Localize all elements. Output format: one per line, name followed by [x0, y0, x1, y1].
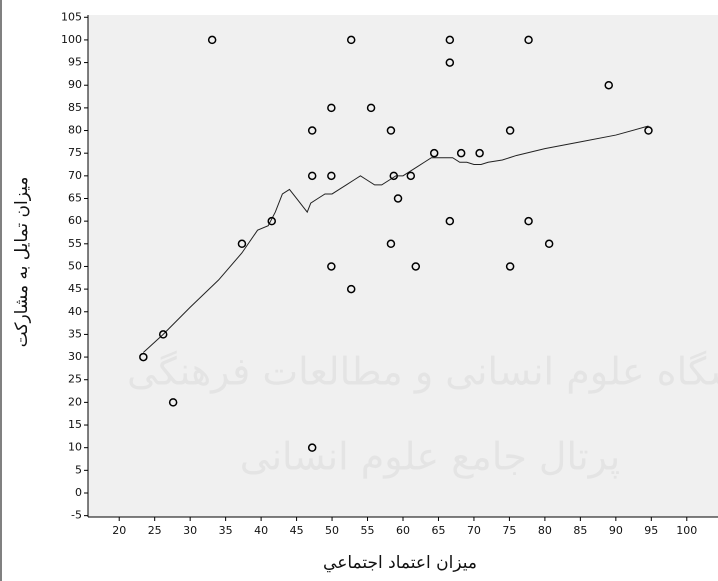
y-tick-label: 35 — [68, 327, 82, 340]
x-tick-label: 70 — [467, 524, 481, 537]
point — [139, 352, 148, 362]
y-tick-label: 5 — [75, 463, 82, 476]
point — [366, 103, 376, 113]
point — [346, 35, 356, 45]
x-tick-label: 65 — [431, 524, 445, 537]
y-tick-label: 20 — [68, 395, 82, 408]
y-tick-label: -5 — [71, 509, 82, 522]
point — [524, 216, 533, 226]
point — [168, 398, 178, 407]
y-tick-label: 10 — [68, 441, 82, 454]
point — [386, 126, 396, 135]
point — [505, 262, 515, 271]
point — [411, 262, 421, 271]
point — [524, 35, 533, 45]
y-tick-label: 75 — [68, 146, 82, 159]
x-tick-label: 45 — [290, 524, 304, 537]
point — [445, 216, 455, 226]
point — [237, 239, 247, 249]
x-tick-label: 80 — [538, 524, 552, 537]
point — [307, 126, 317, 135]
point — [207, 35, 217, 45]
point — [158, 330, 168, 339]
y-tick-label: 105 — [61, 10, 82, 23]
x-tick-label: 100 — [676, 524, 697, 537]
point — [327, 171, 336, 181]
x-tick-label: 30 — [183, 524, 197, 537]
point — [346, 284, 356, 294]
point — [386, 239, 396, 249]
x-tick-label: 55 — [361, 524, 375, 537]
x-tick-label: 35 — [219, 524, 233, 537]
point — [393, 194, 403, 203]
y-tick-label: 45 — [68, 282, 82, 295]
x-tick-label: 50 — [325, 524, 339, 537]
point — [544, 239, 554, 249]
point — [445, 35, 455, 45]
x-axis-title: ميزان اعتماد اجتماعي — [323, 553, 477, 573]
y-tick-label: 30 — [68, 350, 82, 363]
y-tick-label: 95 — [68, 56, 82, 69]
point — [327, 262, 336, 271]
x-tick-label: 60 — [396, 524, 410, 537]
point — [267, 216, 276, 226]
y-tick-label: 60 — [68, 214, 82, 227]
point — [505, 126, 515, 135]
point — [475, 148, 484, 158]
point — [604, 80, 613, 90]
point — [644, 126, 653, 135]
x-tick-label: 25 — [148, 524, 162, 537]
point — [445, 58, 455, 67]
y-tick-label: 50 — [68, 259, 82, 272]
y-tick-label: 40 — [68, 305, 82, 318]
point — [307, 171, 317, 181]
x-tick-label: 90 — [609, 524, 623, 537]
plot-area — [88, 15, 718, 517]
y-tick-label: 25 — [68, 373, 82, 386]
point — [327, 103, 336, 113]
y-tick-label: 80 — [68, 124, 82, 137]
y-axis-title: ميزان تمايل به مشاركت — [12, 177, 32, 348]
y-tick-label: 70 — [68, 169, 82, 182]
y-tick-label: 55 — [68, 237, 82, 250]
x-tick-label: 85 — [573, 524, 587, 537]
watermark: پژوهشگاه علوم انسانی و مطالعات فرهنگی — [127, 350, 718, 395]
y-tick-label: 15 — [68, 418, 82, 431]
x-tick-label: 95 — [644, 524, 658, 537]
fit-line — [143, 125, 649, 353]
x-tick-label: 40 — [254, 524, 268, 537]
point — [406, 171, 416, 181]
point — [456, 148, 466, 158]
y-tick-label: 90 — [68, 78, 82, 91]
x-tick-label: 75 — [502, 524, 516, 537]
point — [429, 148, 439, 158]
point — [307, 443, 317, 452]
y-tick-label: 65 — [68, 191, 82, 204]
y-tick-label: 100 — [61, 33, 82, 46]
y-tick-label: 0 — [75, 486, 82, 499]
watermark: پرتال جامع علوم انسانی — [240, 435, 620, 480]
y-tick-label: 85 — [68, 101, 82, 114]
point — [389, 171, 399, 181]
x-tick-label: 20 — [112, 524, 126, 537]
